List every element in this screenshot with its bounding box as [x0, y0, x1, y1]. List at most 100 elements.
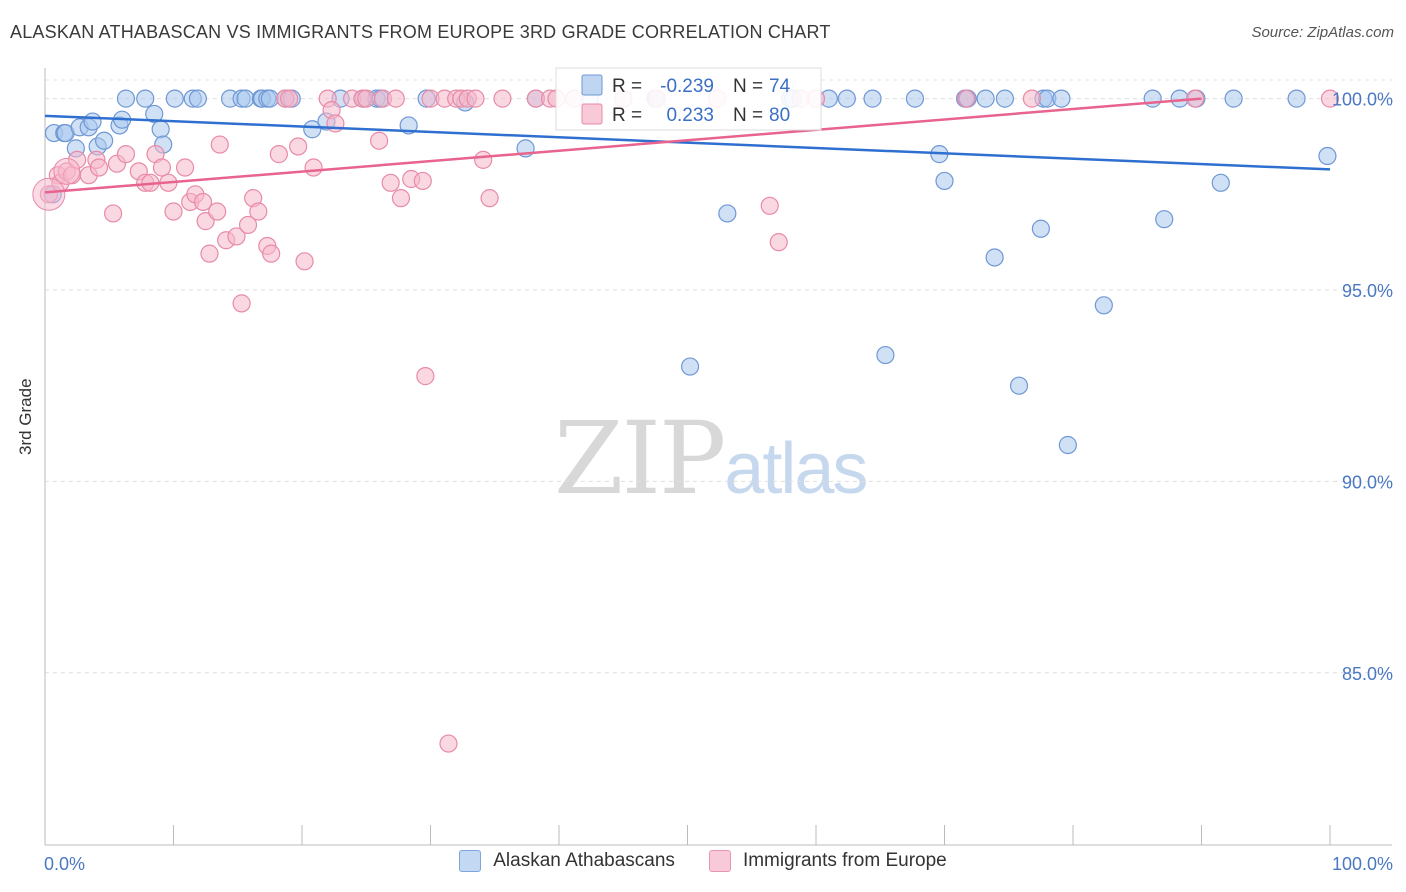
legend-item-immigrants-from-europe[interactable]: Immigrants from Europe — [708, 850, 947, 872]
stats-swatch — [581, 103, 603, 125]
data-point-alaskan-athabascans — [303, 120, 322, 139]
data-point-cluster — [53, 157, 81, 185]
data-point-immigrants-from-europe — [439, 734, 458, 753]
data-point-immigrants-from-europe — [227, 227, 246, 246]
chart-source: Source: ZipAtlas.com — [1251, 24, 1394, 41]
y-tick-label: 95.0% — [1342, 281, 1393, 301]
data-point-cluster — [32, 177, 66, 211]
data-point-immigrants-from-europe — [89, 158, 109, 177]
stat-n-value: 74 — [769, 76, 791, 97]
stat-n-value: 80 — [769, 105, 790, 126]
stat-r-value: 0.233 — [666, 105, 714, 126]
legend-swatch-blue — [459, 850, 482, 872]
data-point-alaskan-athabascans — [718, 204, 737, 223]
legend-label: Immigrants from Europe — [742, 850, 947, 871]
stat-r-value: -0.239 — [660, 76, 714, 97]
watermark: ZIPatlas — [554, 400, 868, 517]
gridlines — [45, 79, 1392, 674]
data-point-alaskan-athabascans — [151, 120, 170, 139]
stat-r-label: R = — [612, 105, 642, 126]
data-point-alaskan-athabascans — [145, 104, 164, 124]
legend-item-alaskan-athabascans[interactable]: Alaskan Athabascans — [459, 850, 675, 872]
data-point-immigrants-from-europe — [480, 189, 499, 208]
watermark-atlas: atlas — [724, 429, 868, 509]
data-point-alaskan-athabascans — [1052, 89, 1071, 108]
data-point-alaskan-athabascans — [83, 112, 102, 131]
data-point-alaskan-athabascans — [985, 248, 1004, 267]
tick-labels: 85.0% 90.0% 95.0% 100.0% 0.0% 100.0% — [44, 90, 1393, 874]
data-point-immigrants-from-europe — [466, 89, 485, 108]
data-point-immigrants-from-europe — [295, 252, 314, 271]
trend-line-alaskan-athabascans — [44, 114, 1331, 171]
data-point-alaskan-athabascans — [188, 89, 208, 108]
data-point-alaskan-athabascans — [1155, 210, 1174, 229]
data-point-immigrants-from-europe — [238, 215, 258, 235]
y-tick-label: 85.0% — [1342, 664, 1393, 684]
data-point-alaskan-athabascans — [1318, 146, 1337, 166]
data-point-immigrants-from-europe — [262, 244, 281, 263]
axes — [44, 68, 1392, 846]
data-point-alaskan-athabascans — [976, 89, 995, 108]
data-point-immigrants-from-europe — [413, 171, 432, 191]
data-point-immigrants-from-europe — [208, 202, 227, 221]
data-point-alaskan-athabascans — [1143, 89, 1162, 108]
data-point-immigrants-from-europe — [210, 135, 229, 154]
legend-label: Alaskan Athabascans — [493, 850, 675, 871]
chart-title: ALASKAN ATHABASCAN VS IMMIGRANTS FROM EU… — [10, 22, 831, 42]
data-point-immigrants-from-europe — [370, 131, 389, 150]
data-point-alaskan-athabascans — [116, 89, 136, 108]
stats-swatch — [581, 74, 603, 96]
legend: Alaskan Athabascans Immigrants from Euro… — [0, 850, 1406, 872]
data-point-alaskan-athabascans — [1094, 296, 1113, 315]
data-point-alaskan-athabascans — [680, 357, 700, 376]
data-point-immigrants-from-europe — [104, 204, 123, 223]
data-point-immigrants-from-europe — [200, 244, 219, 263]
stat-n-label: N = — [733, 76, 763, 97]
data-point-immigrants-from-europe — [1022, 89, 1041, 108]
series-alaskan-athabascans — [43, 89, 1337, 455]
data-point-immigrants-from-europe — [760, 196, 779, 215]
data-point-alaskan-athabascans — [1009, 376, 1029, 395]
data-point-immigrants-from-europe — [474, 150, 493, 169]
data-point-immigrants-from-europe — [357, 89, 376, 108]
trend-line-immigrants-from-europe — [44, 97, 1202, 194]
data-point-immigrants-from-europe — [164, 202, 183, 221]
data-point-immigrants-from-europe — [249, 202, 268, 221]
data-point-immigrants-from-europe — [152, 158, 172, 177]
data-point-alaskan-athabascans — [1058, 435, 1077, 455]
data-point-immigrants-from-europe — [493, 89, 512, 108]
data-point-immigrants-from-europe — [391, 189, 411, 208]
stat-n-label: N = — [733, 105, 763, 126]
data-point-alaskan-athabascans — [863, 89, 882, 108]
legend-swatch-pink — [708, 850, 731, 872]
x-tick-label-min: 0.0% — [44, 854, 85, 874]
data-point-alaskan-athabascans — [136, 89, 155, 108]
data-point-immigrants-from-europe — [193, 192, 213, 212]
data-point-alaskan-athabascans — [837, 89, 856, 108]
data-point-alaskan-athabascans — [1170, 89, 1189, 108]
stat-r-label: R = — [612, 76, 642, 97]
data-point-immigrants-from-europe — [769, 233, 788, 252]
data-point-alaskan-athabascans — [1211, 173, 1230, 192]
data-point-immigrants-from-europe — [289, 137, 308, 156]
data-point-alaskan-athabascans — [905, 89, 925, 108]
data-point-immigrants-from-europe — [386, 89, 405, 108]
data-point-immigrants-from-europe — [175, 158, 195, 177]
y-tick-label: 90.0% — [1342, 472, 1393, 492]
y-tick-label: 100.0% — [1332, 90, 1393, 110]
data-point-immigrants-from-europe — [957, 89, 976, 108]
data-point-immigrants-from-europe — [280, 89, 299, 108]
data-point-immigrants-from-europe — [269, 145, 288, 164]
data-point-alaskan-athabascans — [95, 131, 114, 150]
data-point-immigrants-from-europe — [1320, 89, 1340, 108]
data-point-immigrants-from-europe — [416, 367, 435, 386]
data-point-immigrants-from-europe — [116, 145, 136, 164]
data-point-immigrants-from-europe — [304, 158, 323, 177]
data-point-immigrants-from-europe — [232, 294, 251, 313]
data-point-immigrants-from-europe — [381, 173, 400, 192]
data-point-alaskan-athabascans — [1287, 89, 1306, 108]
data-point-alaskan-athabascans — [1031, 219, 1050, 238]
series-immigrants-from-europe — [32, 89, 1340, 753]
data-point-alaskan-athabascans — [260, 89, 279, 108]
